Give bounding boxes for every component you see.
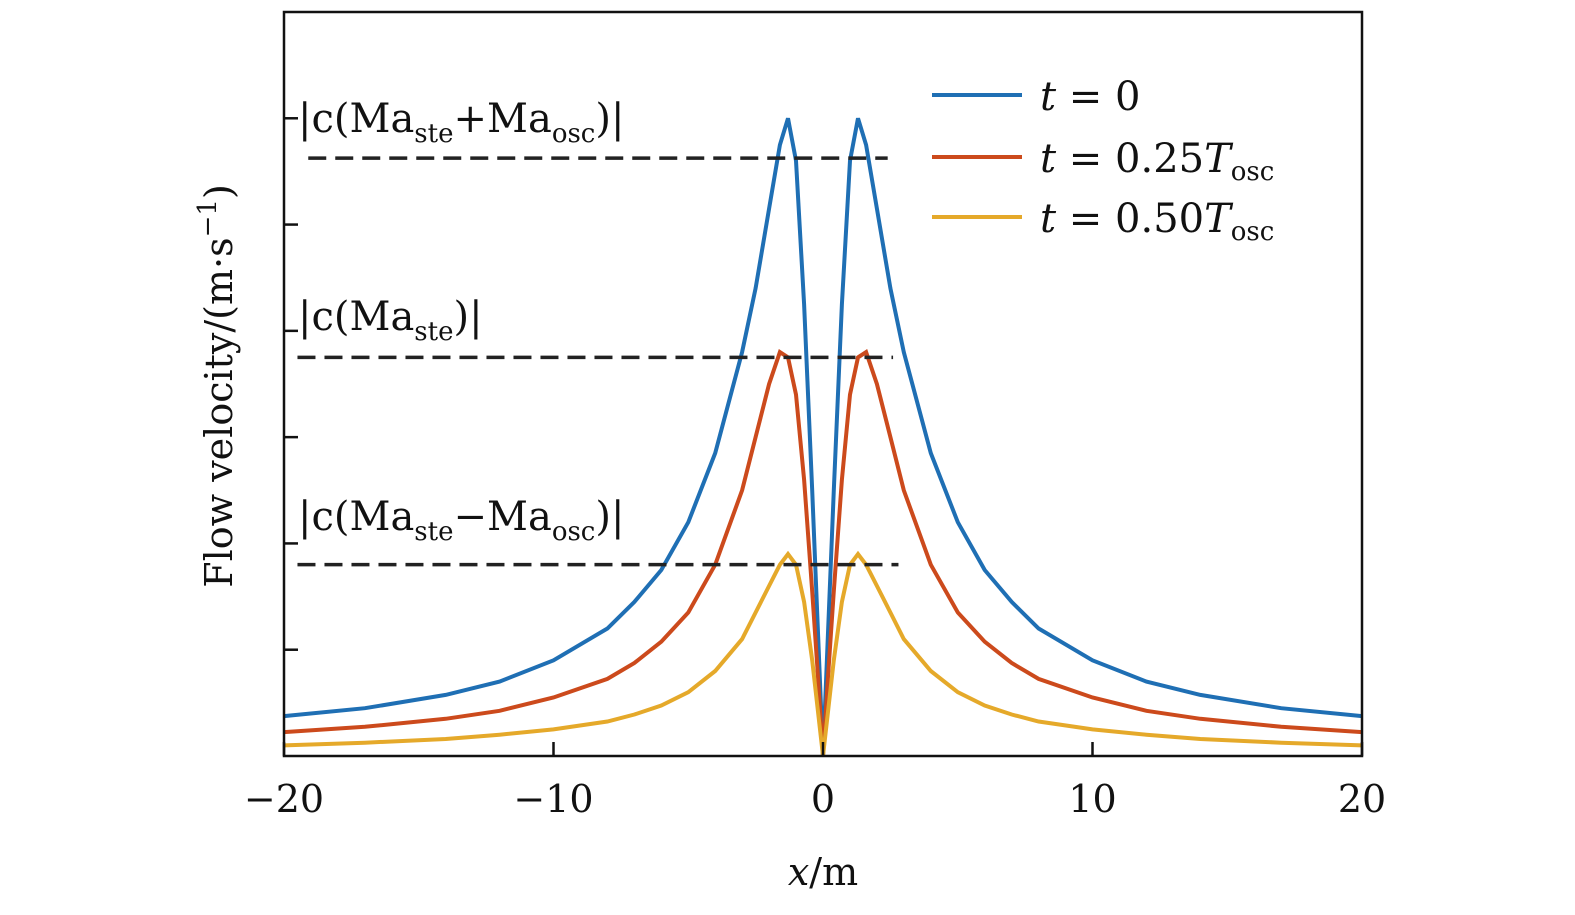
x-axis-tick-labels: −20 −10 0 10 20 <box>244 777 1386 821</box>
x-tick-label: 10 <box>1068 777 1116 821</box>
y-axis-title: Flow velocity/(m·s−1) <box>193 184 241 588</box>
reference-label-upper: |c(Maste+Maosc)| <box>298 96 624 149</box>
reference-label-middle: |c(Maste)| <box>298 294 483 347</box>
legend-label-t025: t = 0.25Tosc <box>1040 136 1274 187</box>
reference-lines <box>297 156 899 567</box>
legend: t = 0 t = 0.25Tosc t = 0.50Tosc <box>932 74 1274 247</box>
x-axis-title: x/m <box>788 850 858 894</box>
x-tick-label: 0 <box>811 777 835 821</box>
y-axis-ticks <box>284 117 298 651</box>
legend-label-t0: t = 0 <box>1040 74 1140 120</box>
x-tick-label: −10 <box>513 777 593 821</box>
x-tick-label: 20 <box>1338 777 1386 821</box>
x-tick-label: −20 <box>244 777 324 821</box>
x-axis-ticks <box>282 742 1364 756</box>
reference-label-lower: |c(Maste−Maosc)| <box>298 494 624 547</box>
legend-label-t050: t = 0.50Tosc <box>1040 196 1274 247</box>
